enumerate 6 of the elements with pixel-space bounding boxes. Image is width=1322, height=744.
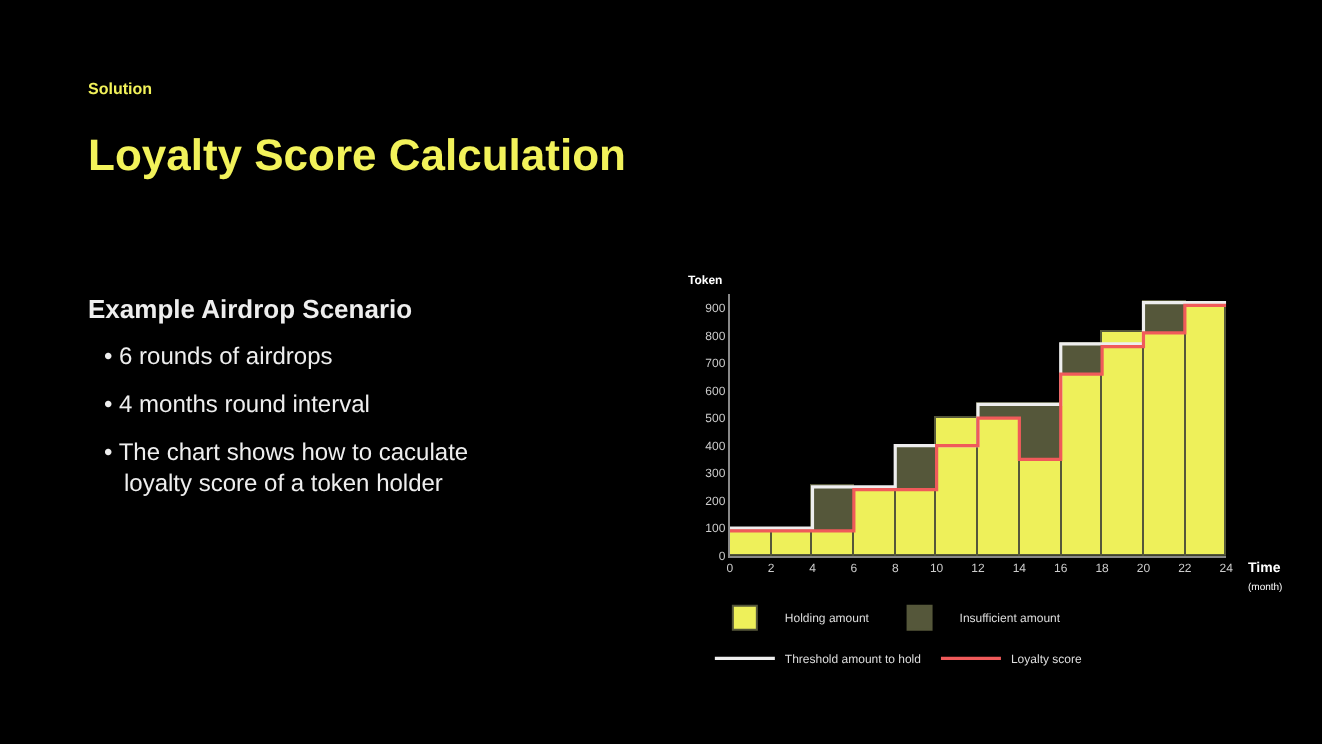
text: Solution (88, 80, 153, 98)
text: • The chart shows how to caculate loyalty score of a token holder (104, 438, 469, 498)
text: • 4 months round interval (104, 390, 370, 418)
text: Example Airdrop Scenario (88, 294, 413, 324)
text: • 6 rounds of airdrops (104, 342, 333, 370)
text: Loyalty Score Calculation (88, 130, 626, 180)
